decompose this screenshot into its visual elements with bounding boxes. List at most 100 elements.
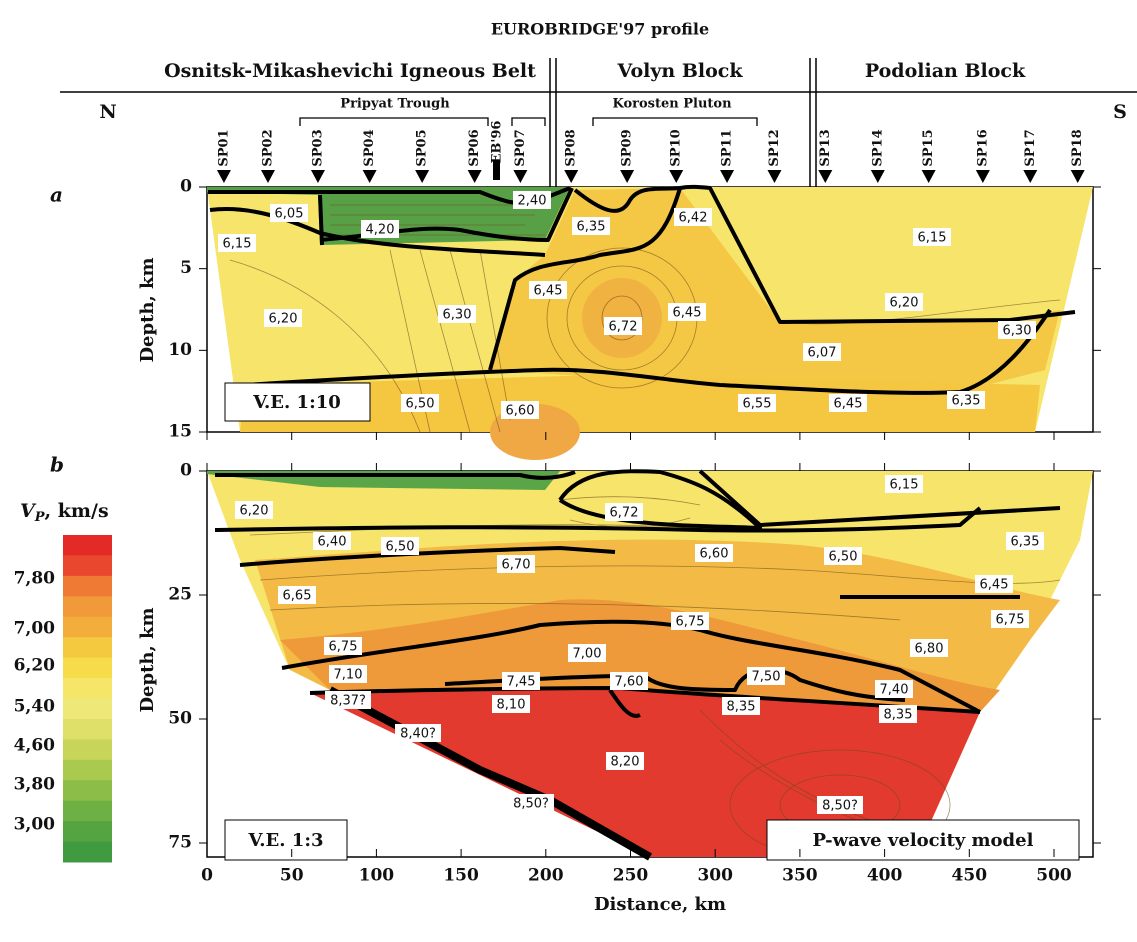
shotpoint-marker (1023, 170, 1038, 183)
velocity-label: 4,20 (366, 223, 395, 238)
sub-unit: Korosten Pluton (612, 97, 732, 112)
shotpoint-label: SP02 (260, 129, 275, 166)
velocity-label: 8,20 (611, 755, 640, 770)
x-tick-label: 500 (1036, 866, 1072, 886)
shotpoint-marker (310, 170, 325, 183)
x-tick-label: 350 (782, 866, 818, 886)
velocity-label-bg (568, 644, 606, 662)
velocity-label-bg (722, 697, 760, 715)
x-tick-label: 150 (443, 866, 479, 886)
shotpoint-label: SP12 (767, 129, 782, 166)
x-tick-label: 450 (952, 866, 988, 886)
velocity-label-bg (879, 705, 917, 723)
block-label: Osnitsk-Mikashevichi Igneous Belt (164, 60, 536, 82)
colorbar-band (63, 780, 112, 802)
velocity-label: 6,30 (1003, 324, 1032, 339)
velocity-label-bg (492, 695, 530, 713)
y-tick-label: 15 (168, 422, 192, 442)
velocity-label-bg (975, 575, 1013, 593)
velocity-label: 6,50 (829, 550, 858, 565)
velocity-label-bg (913, 228, 951, 246)
velocity-label: 6,42 (679, 211, 708, 226)
sub-unit-brackets (299, 117, 758, 126)
shotpoint-label: SP03 (310, 129, 325, 166)
velocity-label-bg (668, 303, 706, 321)
velocity-label: 7,60 (615, 675, 644, 690)
velocity-label-bg (395, 724, 441, 742)
model-box (766, 819, 1080, 861)
colorbar-band (63, 555, 112, 577)
shotpoint-marker (1070, 170, 1085, 183)
colorbar-label: 5,40 (14, 697, 56, 717)
shotpoint-label: SP14 (870, 129, 885, 166)
velocity-label: 8,50? (513, 797, 549, 812)
velocity-label: 6,60 (700, 547, 729, 562)
velocity-label: 6,07 (808, 346, 837, 361)
colorbar-band (63, 678, 112, 699)
velocity-label-bg (610, 672, 648, 690)
velocity-label-bg (497, 555, 535, 573)
panel-letter: b (50, 453, 64, 477)
velocity-label: 6,50 (406, 397, 435, 412)
ve-label: V.E. 1:10 (252, 392, 341, 413)
velocity-label: 6,80 (915, 642, 944, 657)
velocity-label: 6,35 (577, 220, 606, 235)
colorbar-band (63, 841, 112, 863)
shotpoint-marker (362, 170, 377, 183)
shotpoint-marker (467, 170, 482, 183)
colorbar-label: 6,20 (14, 656, 56, 676)
x-axis-label: Distance, km (594, 894, 726, 915)
velocity-label-bg (1006, 532, 1044, 550)
mantle (310, 688, 980, 857)
velocity-label-bg (381, 537, 419, 555)
velocity-label-bg (695, 544, 733, 562)
velocity-label-bg (738, 394, 776, 412)
y-tick-label: 50 (168, 709, 192, 729)
velocity-label-bg (947, 391, 985, 409)
velocity-label: 6,15 (890, 478, 919, 493)
ve-box (224, 819, 348, 861)
shotpoint-label: SP10 (669, 129, 684, 166)
velocity-label: 6,15 (918, 231, 947, 246)
velocity-label: 7,10 (334, 668, 363, 683)
velocity-label-bg (329, 665, 367, 683)
shotpoint-marker (975, 170, 990, 183)
shotpoint-label: SP09 (620, 129, 635, 166)
velocity-label-bg (910, 639, 948, 657)
colorbar-label: 7,80 (14, 569, 56, 589)
velocity-label: 6,20 (890, 296, 919, 311)
velocity-label: 6,15 (223, 237, 252, 252)
ve-label: V.E. 1:3 (247, 830, 323, 851)
north: N (99, 101, 116, 123)
shotpoint-label: SP15 (921, 129, 936, 166)
velocity-label: 6,75 (996, 613, 1025, 628)
velocity-label: 6,20 (269, 312, 298, 327)
velocity-label-bg (803, 343, 841, 361)
velocity-label-bg (270, 204, 308, 222)
velocity-label-bg (604, 317, 642, 335)
colorbar-band (63, 657, 112, 679)
colorbar-band (63, 596, 112, 618)
x-tick-label: 200 (528, 866, 564, 886)
velocity-label-bg (605, 503, 643, 521)
x-tick-label: 100 (359, 866, 395, 886)
shotpoint-marker (513, 170, 528, 183)
velocity-label-bg (264, 309, 302, 327)
shotpoint-marker (818, 170, 833, 183)
velocity-label: 6,40 (318, 535, 347, 550)
eb96: EB'96 (490, 121, 505, 164)
shotpoint-label: SP01 (216, 129, 231, 166)
shotpoint-label: SP08 (564, 129, 579, 166)
shotpoint-label: SP05 (415, 129, 430, 166)
model-label: P-wave velocity model (813, 830, 1034, 851)
velocity-label-bg (361, 220, 399, 238)
velocity-label: 8,40? (400, 727, 436, 742)
velocity-label-bg (671, 612, 709, 630)
velocity-label: 6,05 (275, 207, 304, 222)
depth-label: Depth, km (137, 607, 158, 712)
shotpoint-marker (921, 170, 936, 183)
velocity-label: 6,60 (506, 404, 535, 419)
shotpoint-label: SP06 (467, 129, 482, 166)
colorbar-band (63, 821, 112, 843)
block-label: Podolian Block (865, 60, 1026, 82)
